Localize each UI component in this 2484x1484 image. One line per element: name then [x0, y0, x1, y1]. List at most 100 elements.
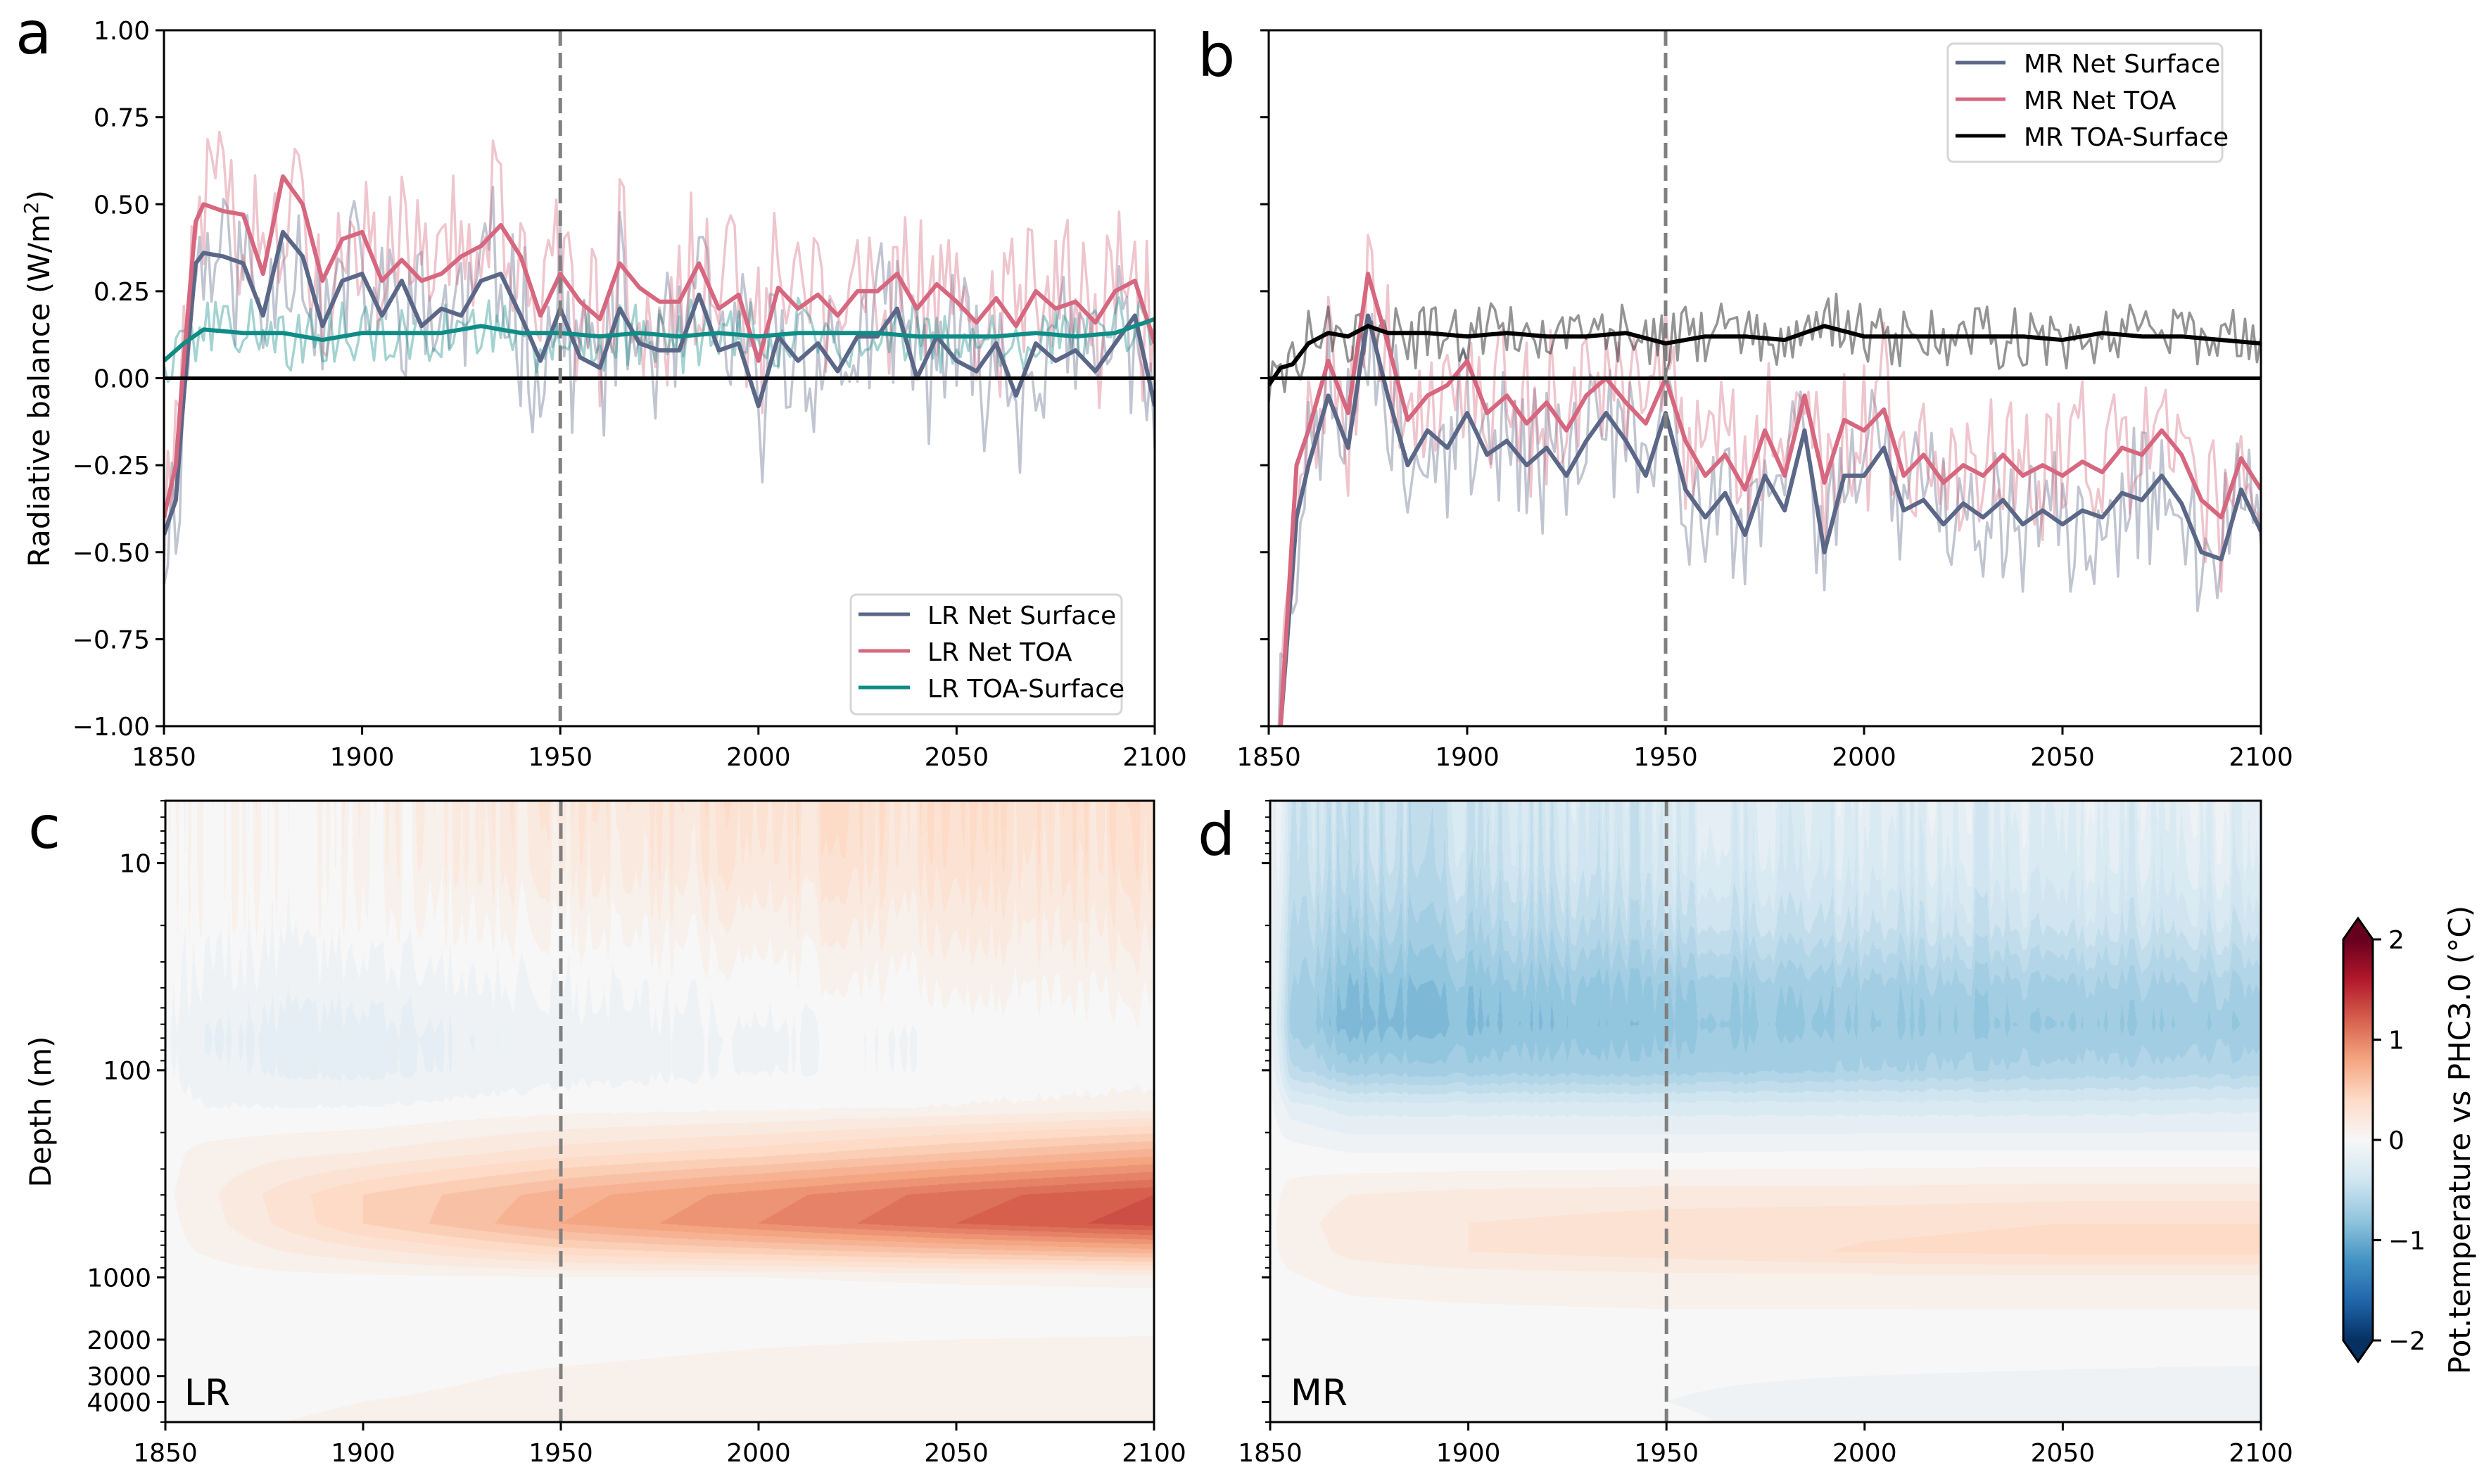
colorbar-tick-label: 0 [2388, 1127, 2404, 1155]
y-tick-label: 3000 [87, 1363, 151, 1392]
raw-line-lr-net-surface [164, 185, 1155, 585]
y-tick-label: 10 [119, 850, 151, 879]
y-tick-label: 2000 [87, 1326, 151, 1355]
legend-label-lr-net-surface: LR Net Surface [927, 602, 1116, 630]
smoothed-line-lr-net-surface [164, 229, 1155, 535]
x-tick-label: 1950 [1634, 1439, 1699, 1468]
y-tick-label: 1000 [87, 1264, 151, 1293]
legend-label-mr-toa-surface: MR TOA-Surface [2024, 123, 2229, 152]
y-tick-label: −1.00 [72, 713, 150, 742]
colorbar-label: Pot.temperature vs PHC3.0 (°C) [2442, 906, 2477, 1374]
y-tick-label: −0.75 [72, 626, 150, 654]
colorbar-tick-label: −1 [2388, 1227, 2426, 1256]
smoothed-line-mr-net-toa [1278, 272, 2261, 726]
x-tick-label: 2100 [1122, 1439, 1186, 1468]
x-tick-label: 2000 [1832, 743, 1896, 772]
colorbar-tick-label: 1 [2388, 1027, 2404, 1055]
y-tick-label: 0.00 [94, 365, 150, 394]
panel-letter-d: d [1198, 800, 1235, 869]
raw-line-mr-net-toa [1278, 234, 2261, 726]
smoothed-line-lr-net-toa [164, 174, 1155, 518]
colorbar-ticks: −2 −1 0 1 2 [2373, 926, 2426, 1356]
x-tick-label: 1850 [1236, 743, 1301, 772]
y-tick-label: −0.25 [72, 452, 150, 481]
x-tick-label: 2000 [726, 1439, 791, 1468]
heatmap-mr [1270, 801, 2261, 1422]
smoothed-line-mr-toa-surface [1269, 324, 2261, 387]
x-tick-label: 1900 [1435, 743, 1500, 772]
x-tick-label: 1850 [132, 743, 196, 772]
panel-letter-c: c [28, 793, 61, 862]
y-axis: −1.00 −0.75 −0.50 −0.25 0.00 0.25 0.50 0.75 1.00 [72, 17, 164, 742]
x-axis: 1850 1900 1950 2000 2050 2100 [132, 726, 1187, 772]
y-axis-label: Radiative balance (W/m2) [20, 190, 56, 567]
heatmap-lr [165, 801, 1154, 1422]
x-tick-label: 1850 [133, 1439, 198, 1468]
legend-label-lr-toa-surface: LR TOA-Surface [927, 675, 1124, 704]
raw-line-mr-toa-surface [1269, 292, 2261, 402]
x-axis: 1850 1900 1950 2000 2050 2100 [1238, 1422, 2293, 1468]
y-tick-label: 0.50 [94, 191, 150, 220]
y-tick-label: 1.00 [94, 17, 150, 46]
resolution-label-lr: LR [184, 1372, 230, 1414]
x-tick-label: 1850 [1238, 1439, 1303, 1468]
colorbar-tick-label: −2 [2388, 1327, 2426, 1356]
y-axis [1262, 800, 1270, 1423]
smoothed-series-group [164, 174, 1155, 535]
panel-a-radiative-balance-lr: 1850 1900 1950 2000 2050 2100 −1.00 −0.75 −0.50… [20, 17, 1187, 772]
x-tick-label: 2100 [1122, 743, 1187, 772]
x-tick-label: 2050 [925, 743, 989, 772]
x-tick-label: 2050 [2030, 743, 2095, 772]
axes-frame [1269, 799, 2262, 1423]
y-tick-label: −0.50 [72, 539, 150, 568]
panel-b-radiative-balance-mr: 1850 1900 1950 2000 2050 2100 MR Net Surface … [1236, 29, 2293, 772]
y-tick-label: 4000 [87, 1388, 151, 1417]
x-tick-label: 1900 [331, 1439, 395, 1468]
x-tick-label: 1950 [1633, 743, 1698, 772]
y-axis-label: Depth (m) [23, 1036, 58, 1188]
resolution-label-mr: MR [1291, 1372, 1348, 1414]
y-tick-label: 0.25 [94, 278, 150, 307]
legend: LR Net Surface LR Net TOA LR TOA-Surface [849, 593, 1124, 716]
x-tick-label: 1900 [330, 743, 395, 772]
panel-c-temperature-lr: 1850 1900 1950 2000 2050 2100 10 100 1000 2000 30… [23, 799, 1186, 1468]
x-tick-label: 1900 [1436, 1439, 1501, 1468]
x-tick-label: 2000 [726, 743, 791, 772]
colorbar-extend-max [2343, 918, 2373, 939]
x-tick-label: 2050 [924, 1439, 989, 1468]
smoothed-line-lr-toa-surface [164, 317, 1155, 363]
y-tick-label: 100 [103, 1057, 151, 1086]
colorbar-extend-min [2343, 1340, 2373, 1362]
x-tick-label: 1950 [528, 743, 593, 772]
raw-series-group [164, 130, 1155, 585]
x-tick-label: 1950 [528, 1439, 593, 1468]
axes-frame [164, 799, 1155, 1423]
colorbar-scale [2343, 939, 2373, 1340]
panel-letter-b: b [1198, 21, 1235, 90]
x-tick-label: 2050 [2031, 1439, 2096, 1468]
x-axis: 1850 1900 1950 2000 2050 2100 [133, 1422, 1186, 1468]
smoothed-line-mr-net-surface [1278, 313, 2261, 726]
legend-frame [1946, 42, 2224, 163]
x-axis: 1850 1900 1950 2000 2050 2100 [1236, 726, 2293, 772]
raw-line-lr-toa-surface [164, 296, 1155, 383]
panel-letter-a: a [15, 0, 51, 68]
raw-series-group [1269, 234, 2261, 726]
x-tick-label: 2000 [1832, 1439, 1897, 1468]
legend-label-lr-net-toa: LR Net TOA [927, 638, 1072, 667]
legend-frame [849, 593, 1123, 716]
smoothed-series-group [1269, 272, 2261, 726]
legend-label-mr-net-surface: MR Net Surface [2024, 50, 2220, 79]
raw-line-mr-net-surface [1277, 312, 2261, 726]
x-tick-label: 2100 [2229, 743, 2293, 772]
legend: MR Net Surface MR Net TOA MR TOA-Surface [1946, 42, 2229, 163]
x-tick-label: 2100 [2229, 1439, 2293, 1468]
y-axis [1260, 29, 1269, 728]
legend-label-mr-net-toa: MR Net TOA [2024, 87, 2176, 115]
colorbar: −2 −1 0 1 2 Pot.temperature vs PHC3.0 (°C) [2342, 906, 2477, 1374]
y-tick-label: 0.75 [94, 104, 150, 133]
colorbar-tick-label: 2 [2388, 926, 2404, 955]
panel-d-temperature-mr: 1850 1900 1950 2000 2050 2100 MR [1238, 799, 2293, 1468]
